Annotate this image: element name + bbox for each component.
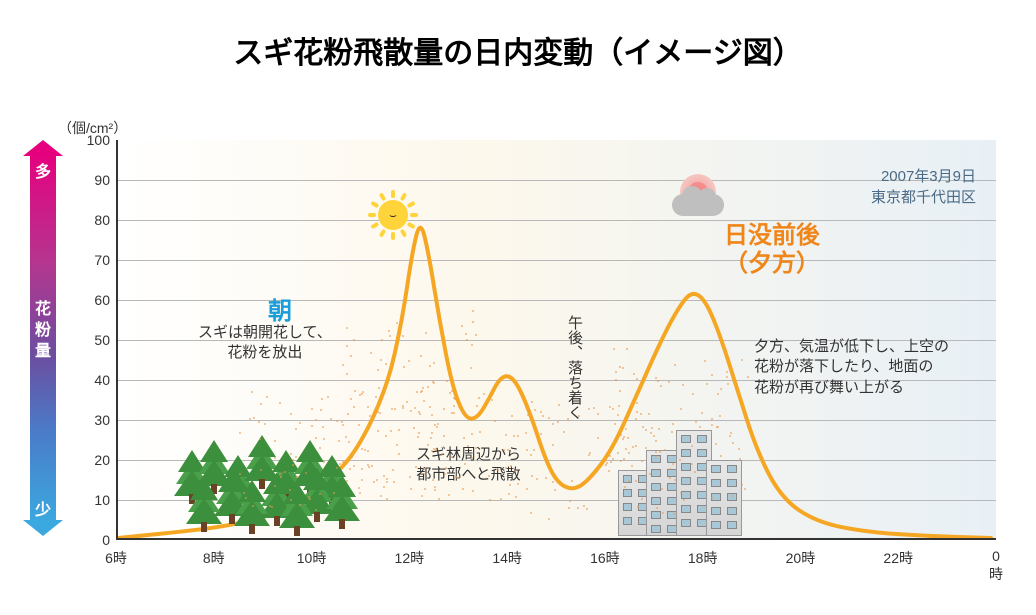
y-tick-label: 30 — [60, 412, 110, 428]
sunset-l1: 日没前後 — [724, 222, 820, 250]
x-tick-label: 16時 — [590, 548, 620, 568]
desc-morning: スギは朝開花して、花粉を放出 — [198, 323, 332, 364]
x-tick-label: 22時 — [883, 548, 913, 568]
y-tick-label: 10 — [60, 492, 110, 508]
x-tick-label: 12時 — [395, 548, 425, 568]
sunset-icon — [666, 174, 730, 224]
peak-label-sunset: 日没前後 （夕方） — [724, 222, 820, 277]
desc-evening: 夕方、気温が低下し、上空の花粉が落下したり、地面の花粉が再び舞い上がる — [754, 337, 949, 398]
vbar-label-high: 多 — [30, 158, 56, 182]
sun-icon: ⌣ — [368, 190, 418, 240]
date-caption: 2007年3月9日 東京都千代田区 — [871, 166, 976, 208]
chart-title: スギ花粉飛散量の日内変動（イメージ図） — [0, 0, 1036, 90]
peak-label-morning: 朝 — [268, 291, 292, 326]
y-tick-label: 0 — [60, 532, 110, 548]
y-tick-label: 60 — [60, 292, 110, 308]
y-tick-label: 50 — [60, 332, 110, 348]
x-tick-label: 8時 — [203, 548, 225, 568]
x-tick-label: 10時 — [297, 548, 327, 568]
date-line2: 東京都千代田区 — [871, 187, 976, 208]
x-tick-label: 18時 — [688, 548, 718, 568]
y-tick-label: 80 — [60, 212, 110, 228]
arrow-down-icon — [23, 520, 63, 536]
x-tick-label: 6時 — [105, 548, 127, 568]
vbar-label-low: 少 — [30, 496, 56, 520]
plot-area: 2007年3月9日 東京都千代田区 ⌣ 朝 日没前後 （夕方） スギは朝開花して… — [116, 140, 996, 540]
x-tick-label: 14時 — [492, 548, 522, 568]
buildings-icon — [618, 430, 748, 540]
vbar-label-mid: 花粉量 — [30, 300, 56, 362]
trees-icon — [178, 400, 378, 530]
y-tick-label: 20 — [60, 452, 110, 468]
y-tick-label: 90 — [60, 172, 110, 188]
x-tick-label: 0時 — [989, 548, 1003, 584]
y-tick-label: 40 — [60, 372, 110, 388]
sunset-l2: （夕方） — [724, 250, 820, 278]
date-line1: 2007年3月9日 — [871, 166, 976, 187]
desc-afternoon: 午後、落ち着く — [564, 315, 585, 420]
y-tick-label: 70 — [60, 252, 110, 268]
x-tick-label: 20時 — [786, 548, 816, 568]
chart-area: （個/cm²） 多 花粉量 少 2007年3月9日 東京都千代田区 ⌣ 朝 日没… — [30, 110, 1010, 570]
y-tick-label: 100 — [60, 132, 110, 148]
